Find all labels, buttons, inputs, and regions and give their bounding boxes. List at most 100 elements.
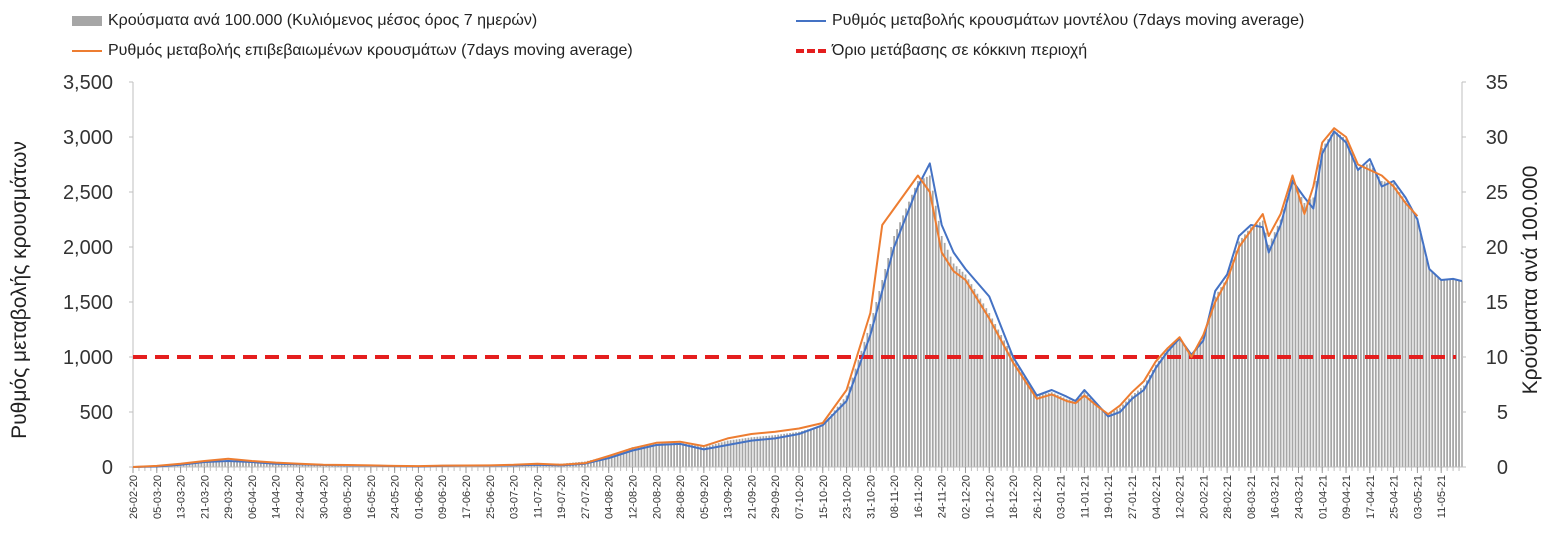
- bar: [1009, 351, 1011, 467]
- x-tick-label: 19-01-21: [1103, 475, 1115, 519]
- bar: [1041, 394, 1044, 467]
- bar: [1392, 183, 1395, 467]
- bar: [866, 332, 869, 467]
- bar: [1092, 400, 1095, 467]
- bar: [723, 441, 726, 467]
- bar: [1086, 394, 1089, 467]
- y-tick-label-right: 0: [1497, 457, 1508, 479]
- y-tick-label-right: 10: [1486, 347, 1508, 369]
- bar: [1351, 153, 1353, 467]
- bar: [218, 460, 221, 467]
- x-tick-label: 01-06-20: [413, 475, 425, 519]
- legend-label-confirmed: Ρυθμός μεταβολής επιβεβαιωμένων κρουσμάτ…: [108, 42, 633, 59]
- x-tick-label: 24-11-20: [937, 475, 949, 518]
- bar: [1294, 184, 1297, 467]
- bar: [747, 437, 750, 467]
- bar: [899, 222, 901, 467]
- bar: [676, 442, 678, 467]
- bar: [1360, 166, 1362, 467]
- bar: [1154, 364, 1157, 467]
- bar: [1160, 357, 1163, 467]
- bar: [708, 445, 711, 467]
- bar: [1145, 380, 1148, 468]
- bar: [908, 201, 910, 468]
- bar: [860, 350, 863, 467]
- bar: [685, 443, 687, 467]
- bar: [274, 463, 277, 467]
- bar: [1452, 278, 1454, 467]
- bar: [967, 279, 970, 467]
- bar: [1047, 392, 1050, 467]
- bar: [592, 459, 595, 467]
- legend-label-threshold: Όριο μετάβασης σε κόκκινη περιοχή: [832, 42, 1088, 59]
- bar: [1309, 199, 1312, 467]
- bar: [262, 462, 265, 467]
- bar: [729, 440, 732, 467]
- bar: [902, 215, 904, 468]
- bar: [1413, 214, 1416, 467]
- bar: [699, 446, 702, 467]
- bar: [783, 433, 786, 467]
- bar: [1324, 143, 1327, 467]
- bars-layer: [135, 130, 1463, 468]
- bar: [197, 462, 200, 467]
- bar: [827, 417, 830, 467]
- bar: [1104, 411, 1107, 467]
- bar: [1098, 405, 1101, 467]
- x-tick-label: 14-04-20: [271, 475, 283, 519]
- bar: [1357, 167, 1359, 468]
- bar: [1339, 134, 1341, 468]
- bar: [1354, 160, 1356, 467]
- x-tick-label: 04-08-20: [604, 475, 616, 519]
- bar: [812, 427, 815, 467]
- bar: [646, 445, 649, 467]
- bar: [917, 181, 919, 467]
- bar: [765, 435, 768, 467]
- bar: [1232, 259, 1234, 467]
- bar: [925, 176, 928, 468]
- x-tick-label: 19-07-20: [556, 475, 568, 519]
- bar: [1053, 393, 1056, 467]
- bar: [224, 460, 227, 467]
- bar: [863, 341, 866, 468]
- bar: [206, 461, 209, 467]
- bar: [911, 194, 913, 467]
- bar: [670, 443, 673, 467]
- bar: [1348, 146, 1350, 467]
- bar: [1300, 196, 1303, 467]
- bar: [268, 463, 271, 467]
- bar: [1449, 279, 1451, 467]
- confirmed-rate-line: [132, 127, 1419, 468]
- bar: [869, 324, 872, 467]
- bar: [286, 463, 289, 467]
- bar: [1455, 279, 1457, 467]
- bar: [792, 432, 794, 468]
- bar: [1021, 371, 1023, 467]
- bar: [1363, 165, 1365, 467]
- x-tick-label: 11-01-21: [1079, 475, 1091, 518]
- x-tick-label: 09-04-21: [1341, 475, 1353, 519]
- bar: [1279, 219, 1282, 467]
- bar: [964, 274, 967, 467]
- bar: [271, 463, 274, 467]
- bar: [209, 461, 212, 467]
- x-tick-label: 16-03-21: [1270, 475, 1282, 519]
- x-tick-label: 05-03-20: [152, 475, 164, 519]
- x-tick-label: 01-04-21: [1317, 475, 1329, 519]
- bar: [771, 435, 774, 468]
- bar: [1012, 357, 1014, 467]
- bar: [1229, 268, 1231, 467]
- bar: [610, 454, 613, 467]
- bar: [1345, 139, 1347, 467]
- bar: [997, 329, 1000, 467]
- bar: [705, 446, 708, 468]
- lines-layer: [132, 127, 1463, 468]
- bar: [643, 445, 646, 467]
- bar: [619, 451, 622, 467]
- y-tick-label-right: 5: [1497, 402, 1508, 424]
- bar: [1062, 397, 1065, 467]
- bar: [304, 463, 307, 467]
- bar: [1395, 187, 1398, 467]
- bar: [970, 284, 973, 468]
- bar: [649, 444, 652, 467]
